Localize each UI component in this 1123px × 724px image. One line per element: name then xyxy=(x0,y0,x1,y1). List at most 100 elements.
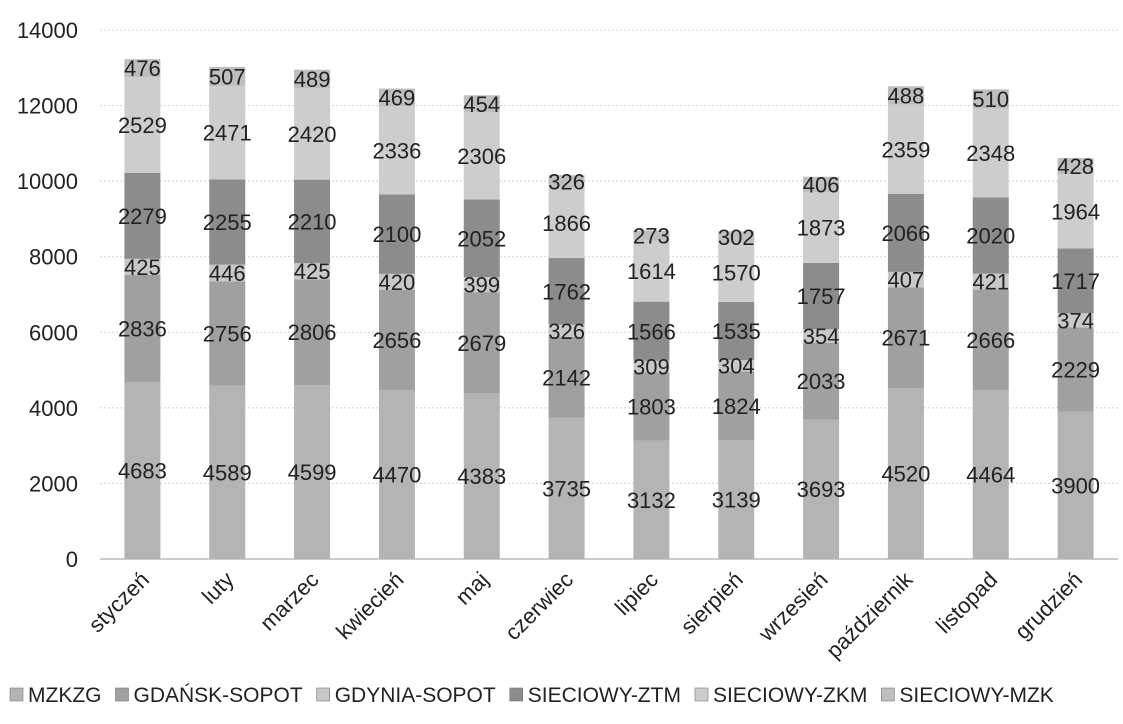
data-label: 304 xyxy=(718,354,755,379)
data-label: 4470 xyxy=(372,463,421,488)
data-label: 2666 xyxy=(966,328,1015,353)
data-label: 2656 xyxy=(372,328,421,353)
bar-segment xyxy=(463,292,500,394)
data-label: 476 xyxy=(124,56,161,81)
data-label: 507 xyxy=(209,64,246,89)
data-label: 2836 xyxy=(118,316,167,341)
data-label: 3900 xyxy=(1051,473,1100,498)
bar-segment xyxy=(463,112,500,200)
bar-segment xyxy=(124,382,161,559)
data-label: 2671 xyxy=(881,326,930,351)
bar-segment xyxy=(803,262,840,330)
bar-segment xyxy=(463,95,500,113)
bar-segment xyxy=(633,230,670,241)
data-label: 1566 xyxy=(627,319,676,344)
bar-segment xyxy=(803,329,840,343)
bar-segment xyxy=(124,172,161,259)
bar-segment xyxy=(209,179,246,265)
bar-segment xyxy=(294,385,331,559)
data-label: 2279 xyxy=(118,204,167,229)
bar-segment xyxy=(548,324,585,337)
data-label: 1762 xyxy=(542,279,591,304)
bar-segment xyxy=(294,179,331,264)
bar-segment xyxy=(1057,327,1094,412)
bar-segment xyxy=(718,359,755,372)
data-label: 1535 xyxy=(712,319,761,344)
bar-segment xyxy=(548,175,585,188)
bar-segment xyxy=(378,390,415,559)
bar-segment xyxy=(294,88,331,180)
data-label: 2359 xyxy=(881,137,930,162)
legend-swatch xyxy=(881,687,895,702)
data-label: 2255 xyxy=(203,210,252,235)
bar-segment xyxy=(124,77,161,173)
bar-segment xyxy=(124,59,161,78)
y-tick-label: 10000 xyxy=(17,169,78,194)
y-tick-label: 2000 xyxy=(29,471,78,496)
x-tick-label: wrzesień xyxy=(753,567,833,647)
data-label: 1824 xyxy=(712,394,761,419)
legend: MZKZG GDAŃSK-SOPOT GDYNIA-SOPOT SIECIOWY-ZT… xyxy=(9,684,1054,707)
data-label: 2142 xyxy=(542,365,591,390)
legend-label: SIECIOWY-MZK xyxy=(899,684,1053,707)
data-label: 489 xyxy=(294,67,331,92)
data-label: 326 xyxy=(548,319,585,344)
x-tick-label: grudzień xyxy=(1010,567,1087,644)
bar-segment xyxy=(803,419,840,559)
bar-segment xyxy=(209,86,246,180)
bar-segment xyxy=(1057,158,1094,175)
bar-segment xyxy=(209,264,246,282)
x-tick-label: kwiecień xyxy=(331,567,408,644)
bar-segment xyxy=(972,89,1009,109)
data-label: 488 xyxy=(888,83,925,108)
data-label: 1873 xyxy=(797,215,846,240)
bars xyxy=(124,59,1094,559)
data-label: 4520 xyxy=(881,462,930,487)
bar-segment xyxy=(463,199,500,278)
bar-segment xyxy=(1057,174,1094,249)
bar-segment xyxy=(972,108,1009,198)
bar-segment xyxy=(972,390,1009,559)
data-label: 2100 xyxy=(372,222,421,247)
bar-segment xyxy=(378,194,415,274)
data-label: 399 xyxy=(463,273,500,298)
data-label: 428 xyxy=(1057,154,1094,179)
bar-segment xyxy=(378,88,415,107)
data-label: 3132 xyxy=(627,488,676,513)
data-labels: 4683 2836 425 2279 2529 476 4589 2756 446 2255 247… xyxy=(118,56,1100,513)
legend-label: SIECIOWY-ZKM xyxy=(713,684,867,707)
data-label: 2529 xyxy=(118,113,167,138)
x-tick-label: maj xyxy=(451,567,494,610)
x-tick-label: marzec xyxy=(255,567,324,636)
legend-swatch xyxy=(694,687,709,702)
data-label: 425 xyxy=(124,255,161,280)
bar-segment xyxy=(209,66,246,87)
legend-label: SIECIOWY-ZTM xyxy=(528,684,681,707)
data-label: 2756 xyxy=(203,322,252,347)
bar-segment xyxy=(633,360,670,373)
data-label: 407 xyxy=(888,268,925,293)
bar-segment xyxy=(463,393,500,559)
bar-segment xyxy=(887,271,924,288)
bar-segment xyxy=(378,106,415,195)
bar-segment xyxy=(548,417,585,559)
data-label: 326 xyxy=(548,169,585,194)
bar-segment xyxy=(633,440,670,559)
bar-segment xyxy=(972,273,1009,290)
data-label: 425 xyxy=(294,259,331,284)
data-label: 354 xyxy=(803,324,840,349)
data-label: 3735 xyxy=(542,476,591,501)
x-axis-tick-labels: styczeń luty marzec kwiecień maj czerwiec lipi… xyxy=(84,566,1088,663)
bar-segment xyxy=(548,187,585,259)
data-label: 2066 xyxy=(881,221,930,246)
legend-swatch xyxy=(509,687,524,702)
data-label: 469 xyxy=(379,85,416,110)
data-label: 1866 xyxy=(542,211,591,236)
gridlines xyxy=(100,29,1118,560)
bar-segment xyxy=(887,193,924,272)
data-label: 2210 xyxy=(288,209,337,234)
y-tick-label: 4000 xyxy=(29,396,78,421)
bar-segment xyxy=(633,240,670,302)
x-tick-label: lipiec xyxy=(610,567,663,620)
